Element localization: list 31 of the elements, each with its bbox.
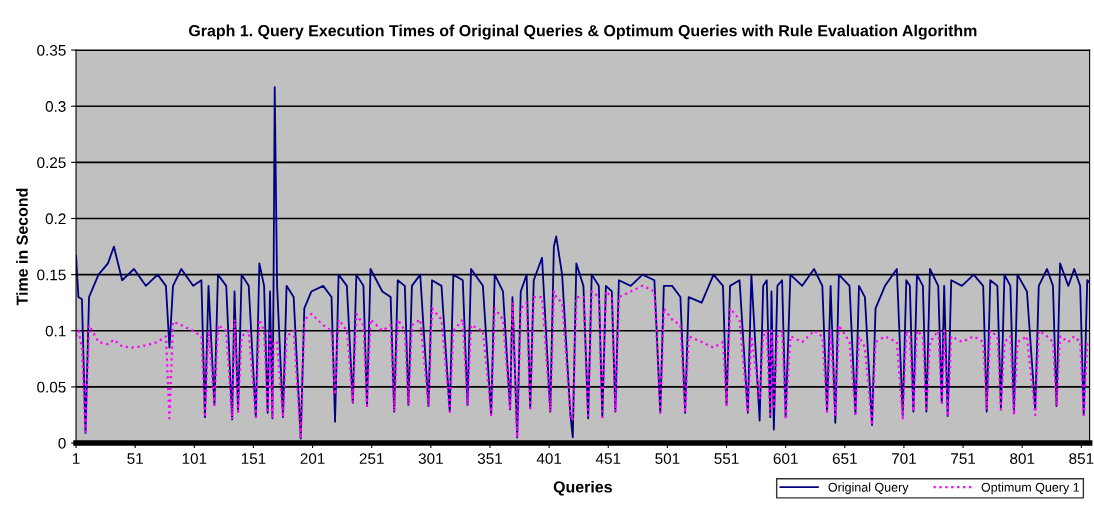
x-tick-label: 551 [714, 453, 739, 464]
y-axis-title: Time in Second [16, 188, 28, 306]
x-tick-label: 701 [891, 453, 916, 464]
y-tick-label: 0.25 [37, 157, 66, 169]
x-tick-label: 501 [655, 453, 680, 464]
x-axis-title: Queries [553, 480, 612, 496]
legend-label: Optimum Query 1 [981, 482, 1080, 495]
x-tick-label: 651 [832, 453, 857, 464]
x-tick-label: 101 [182, 453, 207, 464]
y-tick-label: 0.35 [37, 44, 66, 56]
x-tick-label: 1 [72, 453, 80, 464]
y-tick-label: 0.3 [45, 101, 66, 112]
x-tick-label: 251 [359, 453, 384, 464]
x-tick-label: 301 [418, 453, 443, 464]
x-tick-label: 751 [951, 453, 976, 464]
x-tick-label: 201 [300, 453, 325, 464]
x-tick-label: 401 [536, 453, 562, 464]
x-tick-label: 151 [241, 453, 266, 464]
x-tick-label: 351 [477, 453, 502, 464]
chart-title: Graph 1. Query Execution Times of Original Queries & Optimum Queries with Rule Evaluation Algorithm [189, 24, 977, 40]
x-tick-label: 601 [773, 453, 798, 464]
y-tick-label: 0.1 [45, 325, 66, 337]
y-tick-label: 0.05 [37, 381, 66, 393]
y-tick-label: 0.15 [37, 269, 66, 281]
x-tick-label: 51 [127, 453, 143, 464]
legend-label: Original Query [828, 482, 909, 495]
y-tick-label: 0.2 [45, 213, 66, 225]
x-tick-label: 801 [1010, 453, 1035, 464]
x-tick-label: 451 [595, 453, 621, 464]
y-tick-label: 0 [58, 437, 66, 449]
x-tick-label: 851 [1069, 453, 1094, 464]
